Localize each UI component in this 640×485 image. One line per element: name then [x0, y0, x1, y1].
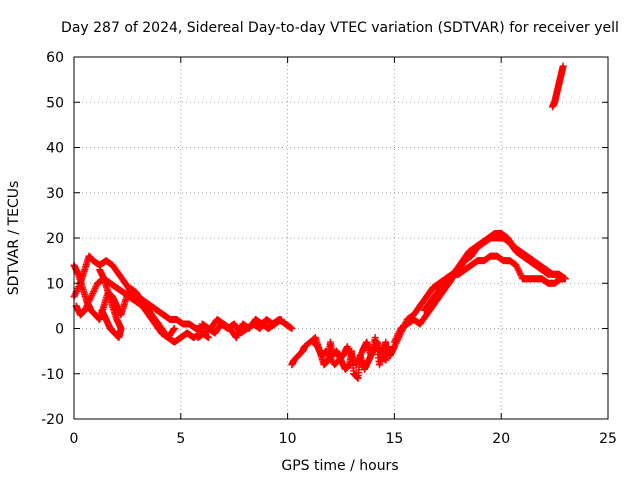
series-track-i [386, 252, 565, 360]
grid-lines [74, 57, 608, 419]
axis-ticks: 0 5 10 15 20 25 -20 -10 0 10 20 30 40 50 60 [41, 50, 617, 447]
data-point [288, 325, 296, 332]
data-point [170, 326, 178, 334]
series-track-k [420, 229, 569, 314]
y-tick-label: 10 [46, 276, 64, 292]
y-tick-label: -20 [41, 412, 64, 428]
series-track-l [548, 62, 567, 111]
chart-title: Day 287 of 2024, Sidereal Day-to-day VTE… [61, 20, 619, 36]
y-tick-label: 50 [46, 95, 64, 111]
data-point [382, 338, 390, 346]
data-point [561, 275, 569, 283]
x-tick-label: 0 [70, 431, 79, 447]
series-track-h [309, 334, 390, 369]
series-track-c [72, 275, 178, 342]
x-tick-label: 15 [385, 431, 403, 447]
y-axis-label: SDTVAR / TECUs [6, 181, 22, 296]
y-tick-label: -10 [41, 367, 64, 383]
data-point [277, 315, 285, 323]
data-point [96, 266, 104, 274]
y-tick-label: 20 [46, 231, 64, 247]
series-track-f [194, 315, 285, 342]
x-tick-label: 5 [176, 431, 185, 447]
data-point [559, 62, 567, 70]
x-tick-label: 10 [279, 431, 297, 447]
series-track-d [96, 266, 125, 342]
y-tick-label: 60 [46, 50, 64, 66]
y-tick-label: 40 [46, 141, 64, 157]
x-tick-label: 20 [492, 431, 510, 447]
data-point [205, 334, 213, 342]
y-tick-label: 0 [55, 322, 64, 338]
y-tick-label: 30 [46, 186, 64, 202]
data-point [170, 325, 178, 332]
x-axis-label: GPS time / hours [281, 458, 398, 474]
x-tick-label: 25 [599, 431, 617, 447]
data-series [70, 62, 569, 382]
